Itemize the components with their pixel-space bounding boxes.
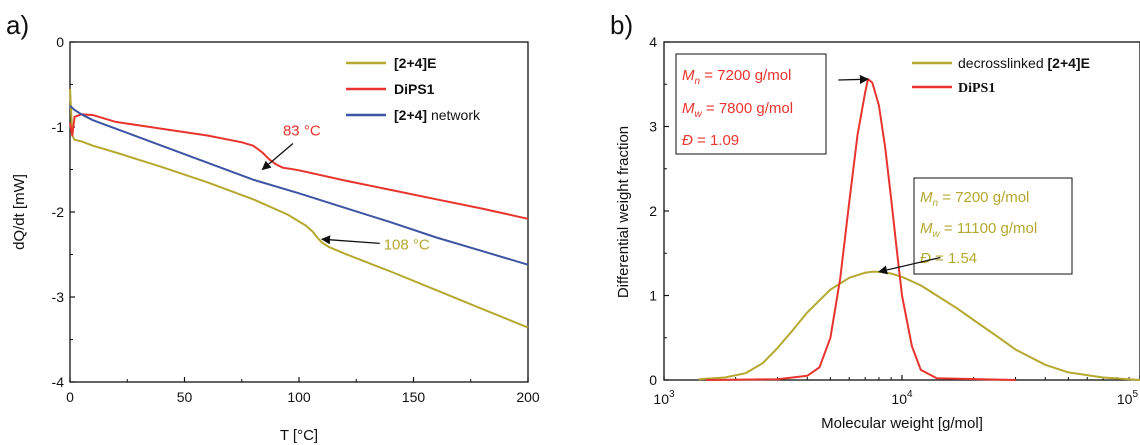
box0-line1-text: = 7800 g/mol	[702, 100, 793, 117]
annotation-box-2-4e-line-2: Đ = 1.54	[920, 250, 977, 267]
box1-line1-text: = 11100 g/mol	[940, 220, 1037, 237]
legend-b-entry-0-rest: decrosslinked	[958, 55, 1048, 71]
panel-b-ytick-label: 4	[649, 34, 657, 50]
legend-a-entry-1: DiPS1	[394, 81, 435, 97]
panel-b-x-ticks: 103 104 105	[653, 375, 1140, 407]
panel-a-y-ticks: 0 -1 -2 -3 -4	[52, 34, 75, 390]
annotation-box-2-4e-line-1: Mw = 11100 g/mol	[920, 220, 1037, 240]
box0-line0-sub: n	[695, 76, 701, 87]
panel-a-series-line-0	[69, 88, 529, 329]
legend-a-entry-1-bold: DiPS1	[394, 81, 435, 97]
panel-a-ytick-label: -1	[52, 119, 65, 135]
panel-b-ytick-label: 0	[649, 372, 657, 388]
legend-b-entry-1-bold: DiPS1	[958, 81, 995, 96]
panel-a-ytick-label: 0	[56, 34, 64, 50]
box1-line1-sym: M	[920, 220, 933, 237]
annotation-box-dips1-frame	[675, 53, 827, 155]
panel-a-annotation-0: 83 °C	[283, 123, 321, 140]
panel-a: a) 0 -1 -2 -3 -4 0 50 100 150 200 dQ/dt [mW] T […	[6, 10, 540, 444]
panel-b-ytick-label: 3	[649, 119, 657, 135]
panel-b-xtick-label: 103	[653, 389, 675, 407]
box1-line2-text: = 1.54	[931, 250, 977, 267]
panel-b-xtick-base: 10	[653, 391, 669, 407]
panel-a-x-axis-label: T [°C]	[280, 427, 318, 444]
panel-a-label: a)	[6, 10, 29, 40]
box0-line2-sym: Đ	[682, 132, 693, 149]
panel-a-plot-frame	[69, 41, 529, 383]
panel-b-xtick-label: 104	[891, 389, 913, 407]
panel-b-xtick-label: 105	[1117, 389, 1139, 407]
panel-b-label: b)	[610, 10, 633, 40]
panel-a-xtick-label: 200	[516, 389, 540, 405]
panel-a-ytick-label: -4	[52, 374, 65, 390]
box1-line0-sym: M	[920, 189, 933, 206]
box0-line2-text: = 1.09	[693, 132, 739, 149]
annotation-box-dips1: Mn = 7200 g/mol Mw = 7800 g/mol Đ = 1.09	[675, 53, 827, 155]
panel-b-ytick-label: 2	[649, 203, 657, 219]
legend-a-entry-2: [2+4] network	[394, 107, 481, 123]
panel-a-xtick-label: 150	[402, 389, 426, 405]
box1-line0-text: = 7200 g/mol	[938, 189, 1029, 206]
panel-a-series-line-1	[69, 113, 529, 220]
legend-a-entry-2-rest: network	[427, 107, 481, 123]
panel-b-xtick-exponent: 5	[1132, 389, 1138, 400]
panel-a-x-ticks: 0 50 100 150 200	[66, 377, 540, 405]
legend-b-entry-0: decrosslinked [2+4]E	[958, 55, 1090, 71]
annotation-box-2-4e-line-0: Mn = 7200 g/mol	[920, 189, 1029, 209]
panel-b-xtick-base: 10	[1117, 391, 1133, 407]
panel-a-annotation-arrow-0	[261, 143, 294, 171]
legend-a-entry-0-bold: [2+4]E	[394, 55, 436, 71]
panel-a-annotations: 83 °C 108 °C	[261, 123, 430, 253]
panel-b-arrows	[838, 74, 941, 275]
legend-a-entry-2-bold: [2+4]	[394, 107, 427, 123]
panel-b-y-ticks: 0 1 2 3 4	[649, 34, 669, 388]
annotation-box-dips1-line-2: Đ = 1.09	[682, 132, 739, 149]
panel-b-legend: decrosslinked [2+4]E DiPS1	[912, 55, 1090, 96]
panel-b-x-axis-label: Molecular weight [g/mol]	[821, 415, 983, 432]
panel-a-ytick-label: -3	[52, 289, 65, 305]
box1-line2-sym: Đ	[920, 250, 931, 267]
legend-b-entry-1: DiPS1	[958, 81, 995, 96]
panel-a-xtick-label: 100	[287, 389, 311, 405]
panel-b-series-line-1	[705, 78, 1016, 381]
legend-b-entry-0-bold: [2+4]E	[1048, 55, 1090, 71]
panel-a-series-line-2	[69, 105, 529, 266]
annotation-box-dips1-line-0: Mn = 7200 g/mol	[682, 67, 791, 87]
panel-a-series	[69, 88, 529, 329]
panel-a-legend: [2+4]E DiPS1 [2+4] network	[346, 55, 481, 123]
panel-b-annotation-arrow-0	[838, 74, 869, 84]
legend-a-entry-0: [2+4]E	[394, 55, 436, 71]
annotation-box-dips1-line-1: Mw = 7800 g/mol	[682, 100, 793, 120]
panel-a-xtick-label: 0	[66, 389, 74, 405]
box0-line0-text: = 7200 g/mol	[700, 67, 791, 84]
panel-b-y-axis-label: Differential weight fraction	[615, 126, 632, 298]
panel-a-annotation-1: 108 °C	[384, 236, 430, 253]
box0-line0-sym: M	[682, 67, 695, 84]
box0-line1-sub: w	[695, 109, 703, 120]
box1-line1-sub: w	[933, 229, 941, 240]
panel-b-annotation-arrow-1	[878, 256, 941, 275]
panel-a-y-axis-label: dQ/dt [mW]	[11, 174, 28, 250]
panel-a-ytick-label: -2	[52, 204, 65, 220]
box0-line1-sym: M	[682, 100, 695, 117]
panel-a-annotation-arrow-1	[320, 235, 380, 245]
box1-line0-sub: n	[933, 198, 939, 209]
panel-a-xtick-label: 50	[177, 389, 193, 405]
panel-b-xtick-exponent: 3	[669, 389, 675, 400]
panel-b-xtick-exponent: 4	[907, 389, 913, 400]
annotation-box-2-4e: Mn = 7200 g/mol Mw = 11100 g/mol Đ = 1.5…	[913, 177, 1073, 275]
panel-b-xtick-base: 10	[891, 391, 907, 407]
panel-b-ytick-label: 1	[649, 288, 657, 304]
